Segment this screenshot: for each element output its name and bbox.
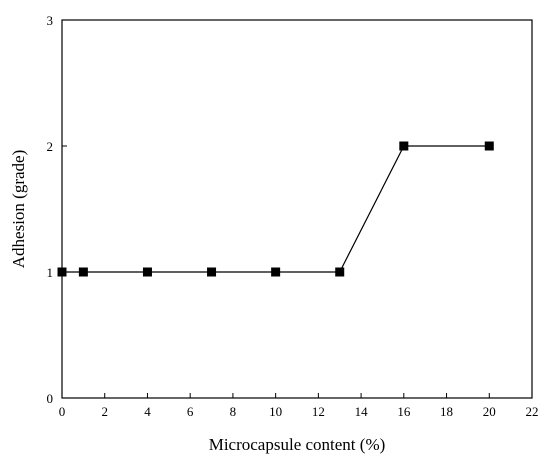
y-tick-label: 3 — [47, 13, 54, 28]
plot-frame — [61, 19, 533, 399]
x-tick-label: 2 — [101, 404, 108, 419]
series-line — [62, 145, 490, 273]
x-tick-label: 0 — [59, 404, 66, 419]
series-layer — [57, 141, 494, 277]
x-tick-label: 12 — [312, 404, 325, 419]
data-point-marker — [484, 141, 494, 151]
y-tick-label: 2 — [47, 139, 54, 154]
x-tick-label: 22 — [526, 404, 539, 419]
x-tick-label: 18 — [440, 404, 453, 419]
x-tick-label: 6 — [187, 404, 194, 419]
y-axis-title: Adhesion (grade) — [9, 150, 28, 269]
data-point-marker — [78, 267, 88, 277]
data-point-marker — [399, 141, 409, 151]
x-axis-title: Microcapsule content (%) — [209, 435, 386, 454]
x-axis-ticks: 0 2 4 6 8 10 12 14 16 18 20 22 — [59, 393, 539, 419]
y-tick-label: 1 — [47, 265, 54, 280]
x-tick-label: 8 — [230, 404, 237, 419]
x-tick-label: 4 — [144, 404, 151, 419]
data-point-marker — [142, 267, 152, 277]
x-tick-label: 20 — [483, 404, 496, 419]
x-tick-label: 14 — [355, 404, 369, 419]
y-tick-label: 0 — [47, 391, 54, 406]
x-tick-label: 16 — [397, 404, 411, 419]
data-point-marker — [271, 267, 281, 277]
data-point-marker — [335, 267, 345, 277]
x-tick-label: 10 — [269, 404, 282, 419]
data-point-marker — [207, 267, 217, 277]
y-axis-ticks: 0 1 2 3 — [47, 13, 67, 406]
data-point-marker — [57, 267, 67, 277]
